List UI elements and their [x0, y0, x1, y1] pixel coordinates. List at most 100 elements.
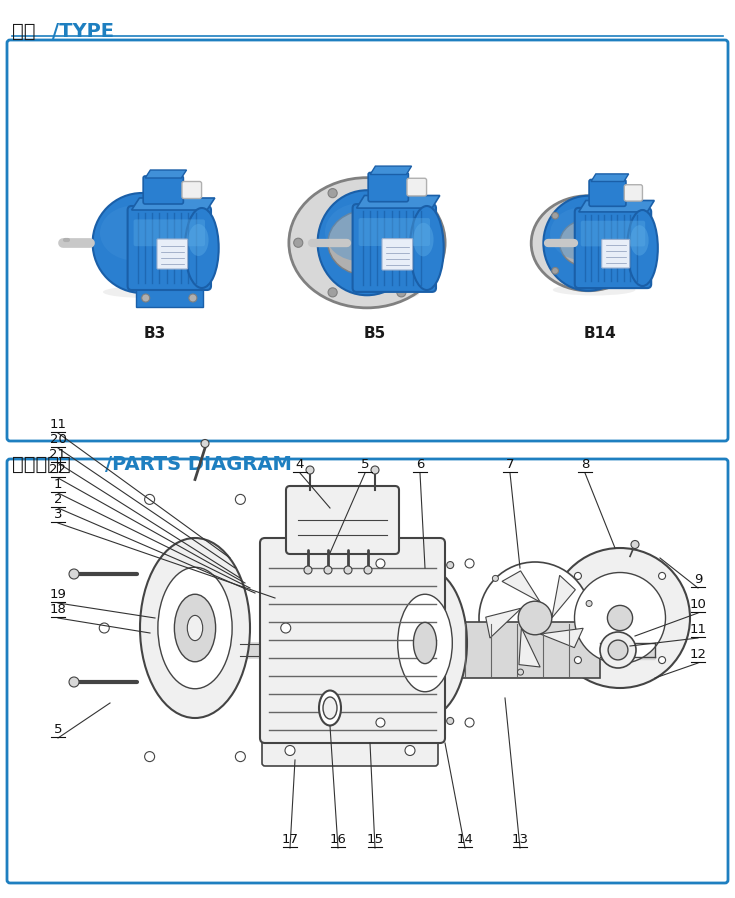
Circle shape	[631, 541, 639, 549]
Text: 10: 10	[689, 598, 706, 611]
FancyBboxPatch shape	[7, 40, 728, 441]
Circle shape	[397, 287, 406, 297]
Polygon shape	[356, 196, 440, 208]
Polygon shape	[370, 166, 412, 174]
Circle shape	[99, 623, 110, 633]
Circle shape	[324, 566, 332, 574]
Text: 型式: 型式	[12, 22, 35, 41]
FancyBboxPatch shape	[368, 172, 409, 202]
Text: 11: 11	[689, 623, 706, 636]
Polygon shape	[519, 628, 540, 667]
Ellipse shape	[318, 190, 417, 295]
FancyBboxPatch shape	[430, 622, 600, 678]
Text: 11: 11	[49, 418, 66, 431]
FancyBboxPatch shape	[182, 181, 201, 198]
Circle shape	[431, 238, 440, 247]
Circle shape	[142, 294, 150, 302]
Circle shape	[328, 189, 337, 198]
FancyBboxPatch shape	[589, 180, 626, 207]
Text: /TYPE: /TYPE	[52, 22, 114, 41]
Ellipse shape	[328, 288, 419, 301]
Bar	[135, 289, 203, 307]
Circle shape	[575, 656, 581, 664]
FancyBboxPatch shape	[128, 206, 211, 290]
Circle shape	[608, 640, 628, 660]
Ellipse shape	[630, 225, 648, 256]
Circle shape	[550, 548, 690, 688]
Circle shape	[552, 268, 559, 274]
Circle shape	[145, 752, 154, 762]
Ellipse shape	[414, 622, 437, 664]
Polygon shape	[540, 629, 583, 647]
Circle shape	[364, 566, 372, 574]
Polygon shape	[132, 198, 215, 210]
FancyBboxPatch shape	[134, 219, 205, 246]
FancyBboxPatch shape	[382, 239, 412, 270]
Ellipse shape	[328, 210, 406, 276]
Ellipse shape	[93, 193, 191, 293]
Circle shape	[492, 576, 498, 581]
Text: 20: 20	[49, 433, 66, 446]
Text: 5: 5	[54, 723, 62, 736]
Text: 19: 19	[49, 588, 66, 601]
Polygon shape	[146, 170, 187, 178]
Circle shape	[235, 752, 245, 762]
FancyBboxPatch shape	[353, 204, 436, 292]
Polygon shape	[591, 174, 628, 181]
Text: 部件分解圖: 部件分解圖	[12, 455, 71, 474]
FancyBboxPatch shape	[157, 239, 187, 269]
Circle shape	[306, 466, 314, 474]
Circle shape	[659, 656, 666, 664]
Circle shape	[618, 213, 625, 219]
Circle shape	[447, 561, 453, 568]
Text: 7: 7	[506, 458, 514, 471]
Ellipse shape	[158, 568, 232, 689]
Circle shape	[344, 566, 352, 574]
Polygon shape	[552, 576, 576, 618]
FancyBboxPatch shape	[575, 208, 651, 288]
Text: 9: 9	[694, 573, 702, 586]
Circle shape	[552, 213, 559, 219]
Ellipse shape	[174, 594, 215, 662]
Text: B3: B3	[144, 325, 166, 340]
Ellipse shape	[531, 196, 645, 291]
Circle shape	[69, 569, 79, 579]
Ellipse shape	[100, 206, 169, 260]
Ellipse shape	[103, 286, 194, 298]
Ellipse shape	[323, 697, 337, 719]
Circle shape	[294, 238, 303, 247]
Ellipse shape	[627, 210, 658, 286]
Circle shape	[618, 268, 625, 274]
Ellipse shape	[553, 284, 635, 295]
Circle shape	[659, 572, 666, 579]
Circle shape	[189, 294, 197, 302]
Circle shape	[304, 566, 312, 574]
Text: 12: 12	[689, 648, 706, 661]
Circle shape	[405, 745, 415, 755]
Ellipse shape	[413, 223, 434, 257]
Text: 15: 15	[367, 833, 384, 846]
Circle shape	[447, 718, 453, 725]
Circle shape	[281, 623, 291, 633]
Text: 4: 4	[295, 458, 304, 471]
Text: /PARTS DIAGRAM: /PARTS DIAGRAM	[105, 455, 292, 474]
FancyBboxPatch shape	[602, 240, 630, 268]
Ellipse shape	[185, 208, 219, 288]
Circle shape	[465, 718, 474, 727]
Ellipse shape	[289, 178, 445, 308]
Circle shape	[517, 669, 523, 675]
FancyBboxPatch shape	[407, 179, 426, 196]
Circle shape	[69, 677, 79, 687]
Circle shape	[465, 559, 474, 568]
Ellipse shape	[398, 594, 452, 691]
Text: B5: B5	[364, 325, 386, 340]
Circle shape	[376, 718, 385, 727]
FancyBboxPatch shape	[624, 185, 642, 201]
Ellipse shape	[319, 691, 341, 726]
Text: 22: 22	[49, 463, 66, 476]
Circle shape	[376, 559, 385, 568]
Text: 8: 8	[581, 458, 589, 471]
Ellipse shape	[325, 203, 394, 261]
Circle shape	[285, 745, 295, 755]
Circle shape	[600, 632, 636, 668]
